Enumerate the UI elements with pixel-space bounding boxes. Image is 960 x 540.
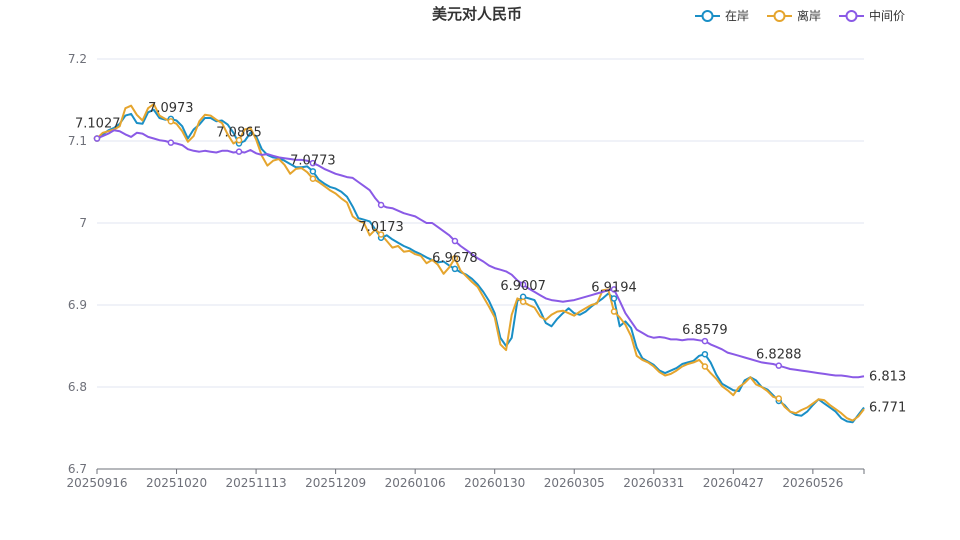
data-point-midpoint bbox=[377, 201, 385, 209]
data-point-midpoint bbox=[93, 135, 101, 142]
x-tick-label: 20251209 bbox=[305, 476, 366, 490]
data-label: 6.9678 bbox=[432, 251, 478, 266]
data-point-offshore bbox=[610, 308, 618, 315]
data-point-onshore bbox=[309, 168, 317, 175]
y-tick-label: 6.7 bbox=[68, 462, 87, 476]
data-point-offshore bbox=[167, 118, 175, 125]
x-tick-label: 20260526 bbox=[782, 476, 843, 490]
data-point-offshore bbox=[519, 298, 527, 305]
y-axis: 6.7 6.8 6.9 7 7.1 7.2 bbox=[68, 52, 87, 476]
data-point-offshore bbox=[235, 136, 243, 144]
data-point-midpoint bbox=[610, 286, 618, 293]
x-tick-label: 20251020 bbox=[146, 476, 207, 490]
legend-marker bbox=[773, 10, 786, 22]
data-point-offshore bbox=[775, 395, 783, 402]
data-point-midpoint bbox=[701, 337, 709, 345]
data-point-midpoint bbox=[451, 237, 459, 245]
markers-layer bbox=[93, 115, 783, 405]
data-point-onshore bbox=[451, 265, 459, 273]
grid-lines bbox=[97, 58, 864, 470]
legend-item-midpoint: 中间价 bbox=[839, 8, 905, 23]
legend-label: 在岸 bbox=[725, 9, 749, 23]
data-label: 6.813 bbox=[869, 369, 906, 384]
data-label: 6.771 bbox=[869, 401, 906, 416]
data-point-offshore bbox=[701, 363, 709, 370]
x-tick-label: 20260427 bbox=[703, 476, 764, 490]
data-label: 6.9007 bbox=[500, 279, 546, 294]
data-point-onshore bbox=[610, 295, 618, 302]
legend-marker bbox=[701, 10, 714, 22]
data-label: 6.9194 bbox=[591, 280, 637, 295]
data-point-midpoint bbox=[309, 159, 317, 167]
series-line-midpoint bbox=[96, 129, 865, 379]
series-line-onshore bbox=[96, 108, 865, 424]
data-label: 6.8288 bbox=[756, 348, 802, 363]
legend-marker bbox=[845, 10, 858, 22]
x-tick-label: 20250916 bbox=[66, 476, 127, 490]
y-tick-label: 7 bbox=[79, 216, 87, 230]
legend-label: 中间价 bbox=[869, 8, 905, 23]
legend: 在岸 离岸 中间价 bbox=[695, 8, 905, 23]
y-tick-label: 7.1 bbox=[68, 134, 87, 148]
data-point-onshore bbox=[701, 350, 709, 358]
x-axis: 20250916 20251020 20251113 20251209 20260106… bbox=[66, 468, 865, 490]
legend-label: 离岸 bbox=[797, 8, 821, 23]
series-line-offshore bbox=[96, 103, 865, 422]
x-tick-label: 20260106 bbox=[385, 476, 446, 490]
data-labels-layer: 7.1027 7.0973 7.0865 7.0773 7.0173 6.9678 6.90… bbox=[75, 101, 906, 416]
data-point-midpoint bbox=[519, 281, 527, 288]
x-tick-label: 20251113 bbox=[226, 476, 287, 490]
chart-title: 美元对人民币 bbox=[432, 5, 522, 23]
x-tick-label: 20260130 bbox=[464, 476, 525, 490]
y-tick-label: 6.8 bbox=[68, 380, 87, 394]
y-tick-label: 7.2 bbox=[68, 52, 87, 66]
data-point-offshore bbox=[309, 175, 317, 182]
data-point-midpoint bbox=[235, 148, 243, 155]
series-layer bbox=[96, 103, 865, 424]
x-tick-label: 20260331 bbox=[623, 476, 684, 490]
data-label: 7.0173 bbox=[358, 220, 404, 235]
data-point-offshore bbox=[377, 231, 385, 238]
data-label: 7.0773 bbox=[290, 153, 336, 168]
data-point-offshore bbox=[451, 255, 459, 262]
data-point-midpoint bbox=[167, 139, 175, 146]
data-label: 7.0865 bbox=[216, 125, 262, 140]
x-tick-label: 20260305 bbox=[544, 476, 605, 490]
data-label: 7.1027 bbox=[75, 117, 121, 132]
legend-item-onshore: 在岸 bbox=[695, 9, 749, 23]
y-tick-label: 6.9 bbox=[68, 298, 87, 312]
data-point-midpoint bbox=[775, 362, 783, 369]
data-label: 6.8579 bbox=[682, 323, 728, 338]
legend-item-offshore: 离岸 bbox=[767, 8, 821, 23]
data-label: 7.0973 bbox=[148, 101, 194, 116]
